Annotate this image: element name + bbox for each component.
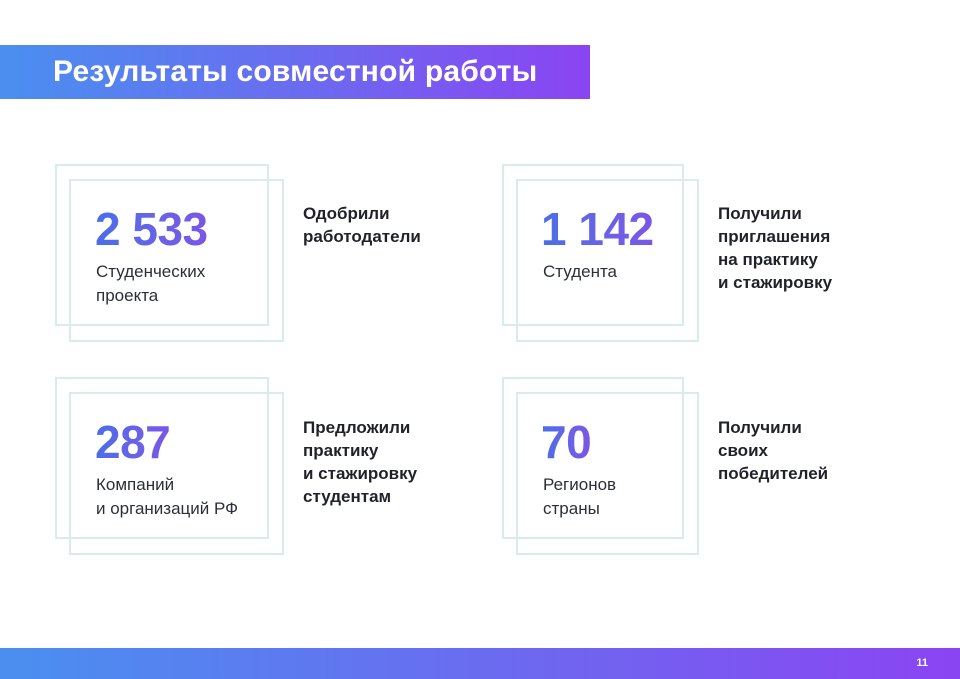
stat-frame-back — [55, 377, 269, 539]
stat-frame-front — [516, 392, 699, 555]
stat-number: 1 142 — [541, 203, 654, 255]
stat-number: 2 533 — [95, 203, 208, 255]
footer-bar: 11 — [0, 648, 960, 679]
stat-description: Получили приглашения на практику и стажи… — [718, 204, 833, 292]
stat-number: 70 — [541, 416, 592, 468]
page-number: 11 — [916, 657, 928, 669]
stat-frame-back — [55, 164, 269, 326]
title-banner: Результаты совместной работы — [0, 45, 590, 99]
page-title: Результаты совместной работы — [53, 55, 538, 88]
stat-description: Одобрили работодатели — [303, 204, 421, 246]
stat-frame-front — [69, 392, 284, 555]
stat-frame-front — [69, 179, 284, 342]
stat-frame-back — [502, 164, 684, 326]
stat-caption: Студента — [543, 262, 618, 281]
stat-frame-back — [502, 377, 684, 539]
stat-caption: Студенческих проекта — [96, 262, 206, 305]
stat-description: Предложили практику и стажировку студент… — [303, 418, 418, 506]
stat-caption: Регионов страны — [543, 475, 617, 518]
stat-caption: Компаний и организаций РФ — [96, 475, 239, 518]
stat-frame-front — [516, 179, 699, 342]
stat-description: Получили своих победителей — [718, 418, 829, 483]
stat-number: 287 — [95, 416, 171, 468]
